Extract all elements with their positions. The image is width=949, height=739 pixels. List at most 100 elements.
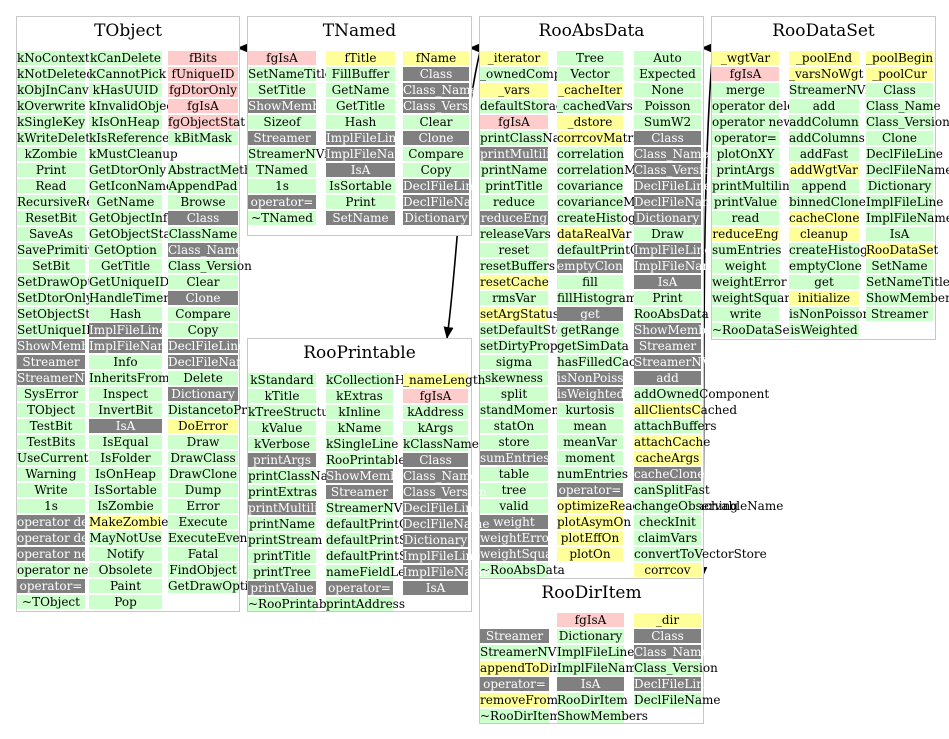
member-inherited[interactable]: emptyClone <box>557 259 630 273</box>
member-inherited[interactable]: Streamer <box>248 131 316 145</box>
member-method[interactable]: MayNotUse <box>89 531 162 545</box>
member-method[interactable]: DistancetoPrimitive <box>168 403 289 417</box>
member-method[interactable]: Class_Name <box>866 99 941 113</box>
member-method[interactable]: add <box>789 99 859 113</box>
member-method[interactable]: Class_Version <box>168 259 252 273</box>
member-method[interactable]: IsSortable <box>326 179 395 193</box>
member-method[interactable]: Error <box>168 499 238 513</box>
member-method[interactable]: IsEqual <box>89 435 162 449</box>
member-method[interactable]: ImplFileName <box>866 211 949 225</box>
member-datamember[interactable]: initialize <box>789 291 859 305</box>
member-method[interactable]: covarianceMatrix <box>557 195 664 209</box>
member-method[interactable]: changeObservableName <box>634 499 784 513</box>
member-inherited[interactable]: ShowMembers <box>326 469 417 483</box>
member-inherited[interactable]: DeclFileName <box>403 517 490 531</box>
member-method[interactable]: kCanDelete <box>89 51 162 65</box>
member-method[interactable]: claimVars <box>634 531 701 545</box>
member-method[interactable]: setDirtyProp <box>480 339 558 353</box>
member-datamember[interactable]: _poolBegin <box>866 51 934 65</box>
class-node-rooabsdata[interactable]: RooAbsData _iterator _ownedComponents _vars… <box>479 16 784 580</box>
member-inherited[interactable]: Streamer <box>17 355 85 369</box>
member-method[interactable]: kValue <box>248 421 316 435</box>
member-method[interactable]: DrawClone <box>168 467 238 481</box>
member-method[interactable]: get <box>789 275 859 289</box>
member-method[interactable]: nameFieldLength <box>326 565 434 579</box>
member-inherited[interactable]: Dictionary <box>634 211 701 225</box>
member-method[interactable]: Print <box>326 195 395 209</box>
member-method[interactable]: setDefaultStorageType <box>480 323 621 337</box>
member-method[interactable]: Execute <box>168 515 238 529</box>
member-method[interactable]: ~RooDataSet <box>712 323 795 337</box>
member-method[interactable]: kName <box>326 421 393 435</box>
member-method[interactable]: printValue <box>712 195 779 209</box>
member-method[interactable]: sumEntries <box>712 243 782 257</box>
member-datamember[interactable]: plotAsymOn <box>557 515 632 529</box>
member-method[interactable]: kAddress <box>403 405 468 419</box>
member-method[interactable]: getSimData <box>557 339 629 353</box>
member-method[interactable]: Draw <box>634 227 701 241</box>
member-inherited[interactable]: Dictionary <box>403 211 469 225</box>
member-method[interactable]: rmsVar <box>480 291 548 305</box>
class-node-roodataset[interactable]: RooDataSet _wgtVar fgIsA merge operator dele… <box>711 16 949 340</box>
member-method[interactable]: Print <box>634 291 701 305</box>
member-method[interactable]: SetNameTitle <box>866 275 949 289</box>
member-method[interactable]: GetDrawOption <box>168 579 264 593</box>
member-inherited[interactable]: operator= <box>557 483 623 497</box>
member-method[interactable]: createHistogram <box>557 211 661 225</box>
member-datamember[interactable]: optimizeReadingWithCaching <box>557 499 738 513</box>
member-method[interactable]: kMustCleanup <box>89 147 178 161</box>
member-method[interactable]: StreamerNVirtual <box>480 645 590 659</box>
member-method[interactable]: ~TNamed <box>248 211 316 225</box>
member-method[interactable]: DeclFileName <box>634 693 721 707</box>
member-method[interactable]: GetObjectInfo <box>89 211 175 225</box>
member-method[interactable]: addColumns <box>789 131 865 145</box>
member-method[interactable]: ExecuteEvent <box>168 531 253 545</box>
member-method[interactable]: Paint <box>89 579 162 593</box>
member-datamember[interactable]: fName <box>403 51 469 65</box>
member-method[interactable]: statOn <box>480 419 548 433</box>
member-method[interactable]: printName <box>480 163 548 177</box>
member-inherited[interactable]: operator= <box>17 579 85 593</box>
member-method[interactable]: TestBit <box>17 419 85 433</box>
member-method[interactable]: ImplFileLine <box>866 195 944 209</box>
member-inherited[interactable]: printMultiline <box>480 147 565 161</box>
member-method[interactable]: _ownedComponents <box>480 67 603 81</box>
member-method[interactable]: kTitle <box>248 389 316 403</box>
member-method[interactable]: addOwnedComponent <box>634 387 770 401</box>
member-method[interactable]: GetOption <box>89 243 162 257</box>
member-inherited[interactable]: ShowMembers <box>248 99 339 113</box>
member-inherited[interactable]: printMultiline <box>248 501 333 515</box>
member-method[interactable]: ShowMembers <box>866 291 949 305</box>
member-method[interactable]: IsFolder <box>89 451 162 465</box>
member-method[interactable]: Notify <box>89 547 162 561</box>
member-method[interactable]: Dictionary <box>557 629 624 643</box>
member-inherited[interactable]: DeclFileLine <box>403 179 481 193</box>
member-method[interactable]: convertToVectorStore <box>634 547 767 561</box>
member-method[interactable]: InheritsFrom <box>89 371 170 385</box>
member-method[interactable]: TObject <box>17 403 85 417</box>
member-method[interactable]: kCannotPick <box>89 67 167 81</box>
member-bit[interactable]: fgIsA <box>557 613 624 627</box>
member-method[interactable]: SetObjectStat <box>17 307 103 321</box>
member-inherited[interactable]: Class <box>403 67 469 81</box>
member-method[interactable]: SetDtorOnly <box>17 291 93 305</box>
member-method[interactable]: Delete <box>168 371 238 385</box>
member-method[interactable]: valid <box>480 499 548 513</box>
member-method[interactable]: correlationMatrix <box>557 163 665 177</box>
member-method[interactable]: numEntries <box>557 467 628 481</box>
member-method[interactable]: addColumn <box>789 115 859 129</box>
member-method[interactable]: RooPrintable <box>326 453 406 467</box>
member-method[interactable]: defaultPrintStyle <box>326 549 430 563</box>
member-method[interactable]: DeclFileLine <box>866 147 944 161</box>
member-method[interactable]: StreamerNVirtual <box>326 501 436 515</box>
member-inherited[interactable]: Class_Name <box>403 83 478 97</box>
member-method[interactable]: operator new[] <box>17 563 108 577</box>
member-method[interactable]: read <box>712 211 779 225</box>
member-method[interactable]: ImplFileLine <box>557 645 635 659</box>
member-datamember[interactable]: removeFromDir <box>480 693 578 707</box>
member-method[interactable]: SetUniqueID <box>17 323 96 337</box>
member-inherited[interactable]: isWeighted <box>557 387 625 401</box>
member-method[interactable]: Read <box>17 179 85 193</box>
member-method[interactable]: ~RooPrintable <box>248 597 338 611</box>
member-method[interactable]: kInvalidObject <box>89 99 178 113</box>
